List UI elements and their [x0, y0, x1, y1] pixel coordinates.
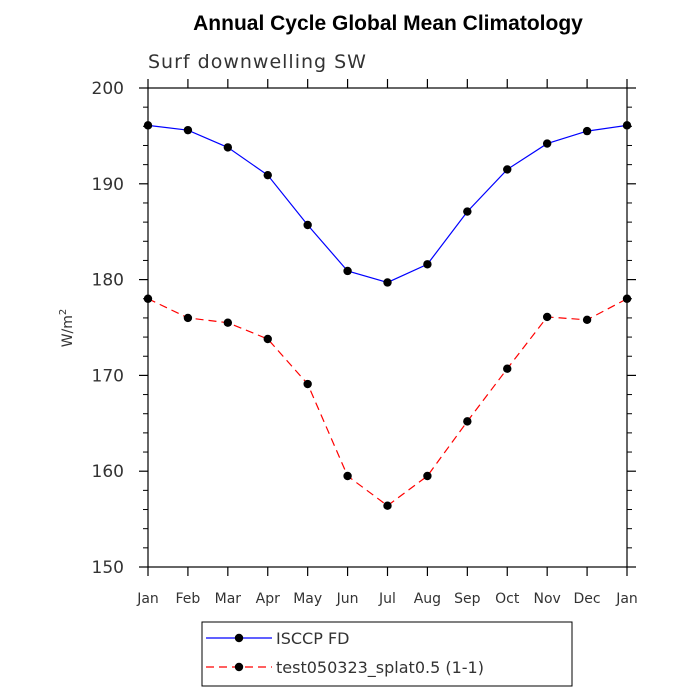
series-1-point	[183, 125, 193, 135]
series-1-point	[143, 121, 153, 130]
series-2-point	[423, 471, 432, 481]
series-1-point	[582, 126, 592, 136]
series-line-2	[147, 298, 628, 507]
y-tick-label: 170	[92, 366, 124, 386]
y-tick-label: 160	[92, 462, 124, 482]
series-2-point	[143, 294, 153, 303]
series-2-point	[223, 318, 233, 327]
series-1-point	[423, 260, 432, 269]
plot-frame	[147, 87, 628, 568]
series-1-point	[503, 165, 512, 174]
chart-title: Annual Cycle Global Mean Climatology	[193, 12, 583, 35]
x-tick-label: Oct	[495, 591, 520, 607]
series-2-point	[582, 315, 592, 325]
y-tick-label: 190	[92, 175, 124, 195]
series-1-point	[223, 143, 233, 152]
legend-label-1: ISCCP FD	[276, 629, 349, 648]
x-tick-label: Feb	[176, 591, 201, 607]
series-1-point	[542, 139, 552, 148]
series-2-point	[183, 313, 193, 323]
series-1-point	[622, 121, 632, 130]
x-tick-label: Sep	[454, 591, 481, 607]
x-tick-label: Jun	[336, 591, 359, 607]
series-2-point	[383, 501, 392, 510]
legend-marker-1	[234, 633, 244, 643]
chart-subtitle: Surf downwelling SW	[148, 51, 367, 73]
series-2-point	[463, 417, 472, 426]
x-tick-label: Jan	[136, 591, 159, 607]
legend-marker-2	[234, 662, 244, 672]
x-tick-label: Mar	[215, 591, 242, 607]
y-tick-label: 200	[92, 79, 124, 99]
series-1-point	[463, 207, 472, 216]
series-1-point	[263, 170, 272, 180]
x-tick-label: Dec	[574, 591, 601, 607]
x-tick-label: Aug	[414, 591, 441, 607]
y-tick-label: 150	[92, 558, 124, 578]
series-1-point	[383, 278, 392, 287]
x-tick-label: Nov	[534, 591, 561, 607]
x-tick-label: Apr	[256, 591, 280, 607]
y-axis-label: W/m2	[58, 309, 76, 348]
series-2-point	[503, 364, 512, 373]
series-2-point	[343, 471, 352, 481]
legend-box	[201, 621, 573, 687]
series-2-point	[263, 334, 272, 344]
y-tick-label: 180	[92, 271, 124, 291]
x-tick-label: Jul	[378, 591, 396, 607]
series-2-point	[622, 294, 632, 303]
series-line-1	[147, 124, 628, 284]
series-2-point	[303, 379, 312, 389]
series-1-point	[343, 266, 352, 276]
series-1-point	[303, 220, 312, 230]
series-2-point	[542, 312, 552, 322]
legend-label-2: test050323_splat0.5 (1-1)	[276, 658, 484, 678]
x-tick-label: May	[293, 591, 322, 607]
x-tick-label: Jan	[615, 591, 638, 607]
